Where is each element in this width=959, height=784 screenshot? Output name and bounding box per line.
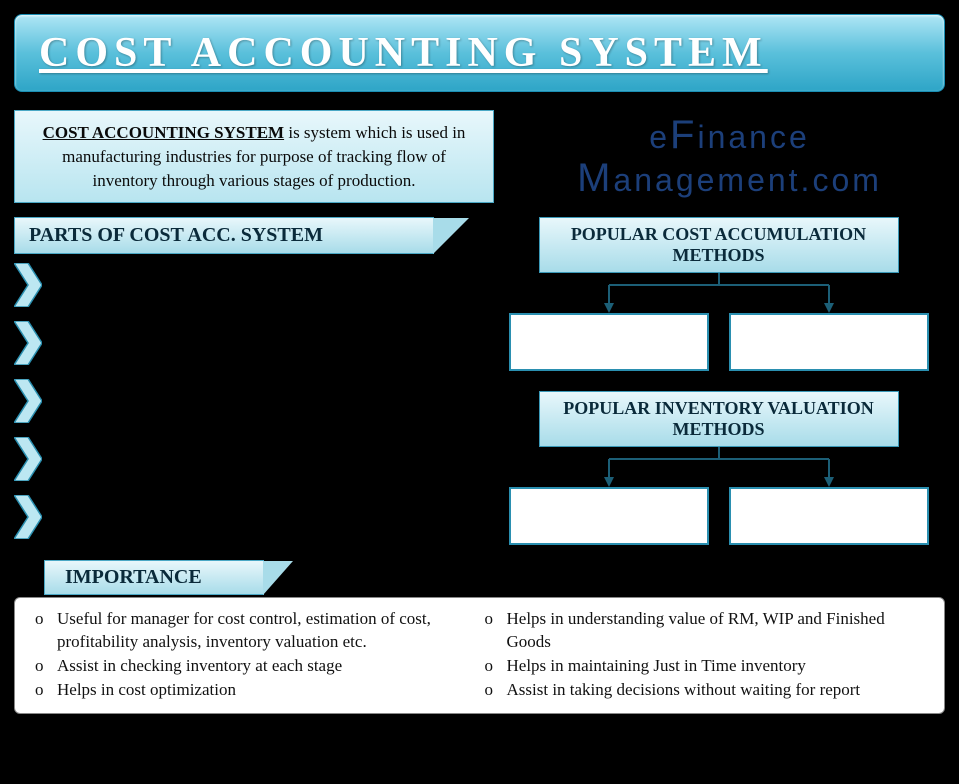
title-banner: COST ACCOUNTING SYSTEM xyxy=(14,14,945,92)
importance-text: Helps in cost optimization xyxy=(57,679,236,702)
bullet-icon: o xyxy=(485,655,507,678)
method-leaf-box xyxy=(509,487,709,545)
importance-item: oHelps in maintaining Just in Time inven… xyxy=(485,655,925,678)
bullet-icon: o xyxy=(485,608,507,654)
method-leaf-box xyxy=(509,313,709,371)
branch-connector-icon xyxy=(509,447,929,487)
parts-list-item xyxy=(14,488,474,546)
definition-lead: COST ACCOUNTING SYSTEM xyxy=(43,123,285,142)
method-header: POPULAR COST ACCUMULATION METHODS xyxy=(539,217,899,273)
method-leaf-row xyxy=(509,487,929,545)
importance-text: Helps in understanding value of RM, WIP … xyxy=(507,608,925,654)
method-header: POPULAR INVENTORY VALUATION METHODS xyxy=(539,391,899,447)
parts-header: PARTS OF COST ACC. SYSTEM xyxy=(14,217,434,254)
parts-list-item xyxy=(14,372,474,430)
branch-connector-icon xyxy=(509,273,929,313)
chevron-icon xyxy=(14,263,42,307)
importance-item: oHelps in cost optimization xyxy=(35,679,475,702)
page-title: COST ACCOUNTING SYSTEM xyxy=(39,29,920,77)
bullet-icon: o xyxy=(35,608,57,654)
method-leaf-box xyxy=(729,313,929,371)
importance-right-col: oHelps in understanding value of RM, WIP… xyxy=(485,608,925,703)
methods-section: POPULAR COST ACCUMULATION METHODS POPULA… xyxy=(492,217,945,546)
importance-item: oAssist in checking inventory at each st… xyxy=(35,655,475,678)
top-row: COST ACCOUNTING SYSTEM is system which i… xyxy=(14,110,945,203)
parts-list xyxy=(14,256,474,546)
importance-text: Helps in maintaining Just in Time invent… xyxy=(507,655,806,678)
chevron-icon xyxy=(14,379,42,423)
parts-list-item xyxy=(14,256,474,314)
importance-item: oHelps in understanding value of RM, WIP… xyxy=(485,608,925,654)
importance-text: Assist in checking inventory at each sta… xyxy=(57,655,342,678)
importance-text: Useful for manager for cost control, est… xyxy=(57,608,475,654)
importance-item: oAssist in taking decisions without wait… xyxy=(485,679,925,702)
bullet-icon: o xyxy=(35,679,57,702)
bullet-icon: o xyxy=(485,679,507,702)
definition-box: COST ACCOUNTING SYSTEM is system which i… xyxy=(14,110,494,203)
importance-item: oUseful for manager for cost control, es… xyxy=(35,608,475,654)
brand-logo: eFinance Management.com xyxy=(514,110,945,203)
method-block: POPULAR COST ACCUMULATION METHODS xyxy=(492,217,945,371)
logo-line-2: Management.com xyxy=(577,156,882,201)
importance-text: Assist in taking decisions without waiti… xyxy=(507,679,861,702)
logo-line-1: eFinance xyxy=(649,113,810,158)
method-leaf-box xyxy=(729,487,929,545)
middle-row: PARTS OF COST ACC. SYSTEM POPULAR COST A… xyxy=(14,217,945,546)
parts-list-item xyxy=(14,314,474,372)
importance-header: IMPORTANCE xyxy=(44,560,264,595)
parts-list-item xyxy=(14,430,474,488)
importance-left-col: oUseful for manager for cost control, es… xyxy=(35,608,475,703)
method-leaf-row xyxy=(509,313,929,371)
chevron-icon xyxy=(14,495,42,539)
parts-section: PARTS OF COST ACC. SYSTEM xyxy=(14,217,474,546)
chevron-icon xyxy=(14,321,42,365)
method-block: POPULAR INVENTORY VALUATION METHODS xyxy=(492,391,945,545)
chevron-icon xyxy=(14,437,42,481)
bullet-icon: o xyxy=(35,655,57,678)
importance-box: oUseful for manager for cost control, es… xyxy=(14,597,945,714)
